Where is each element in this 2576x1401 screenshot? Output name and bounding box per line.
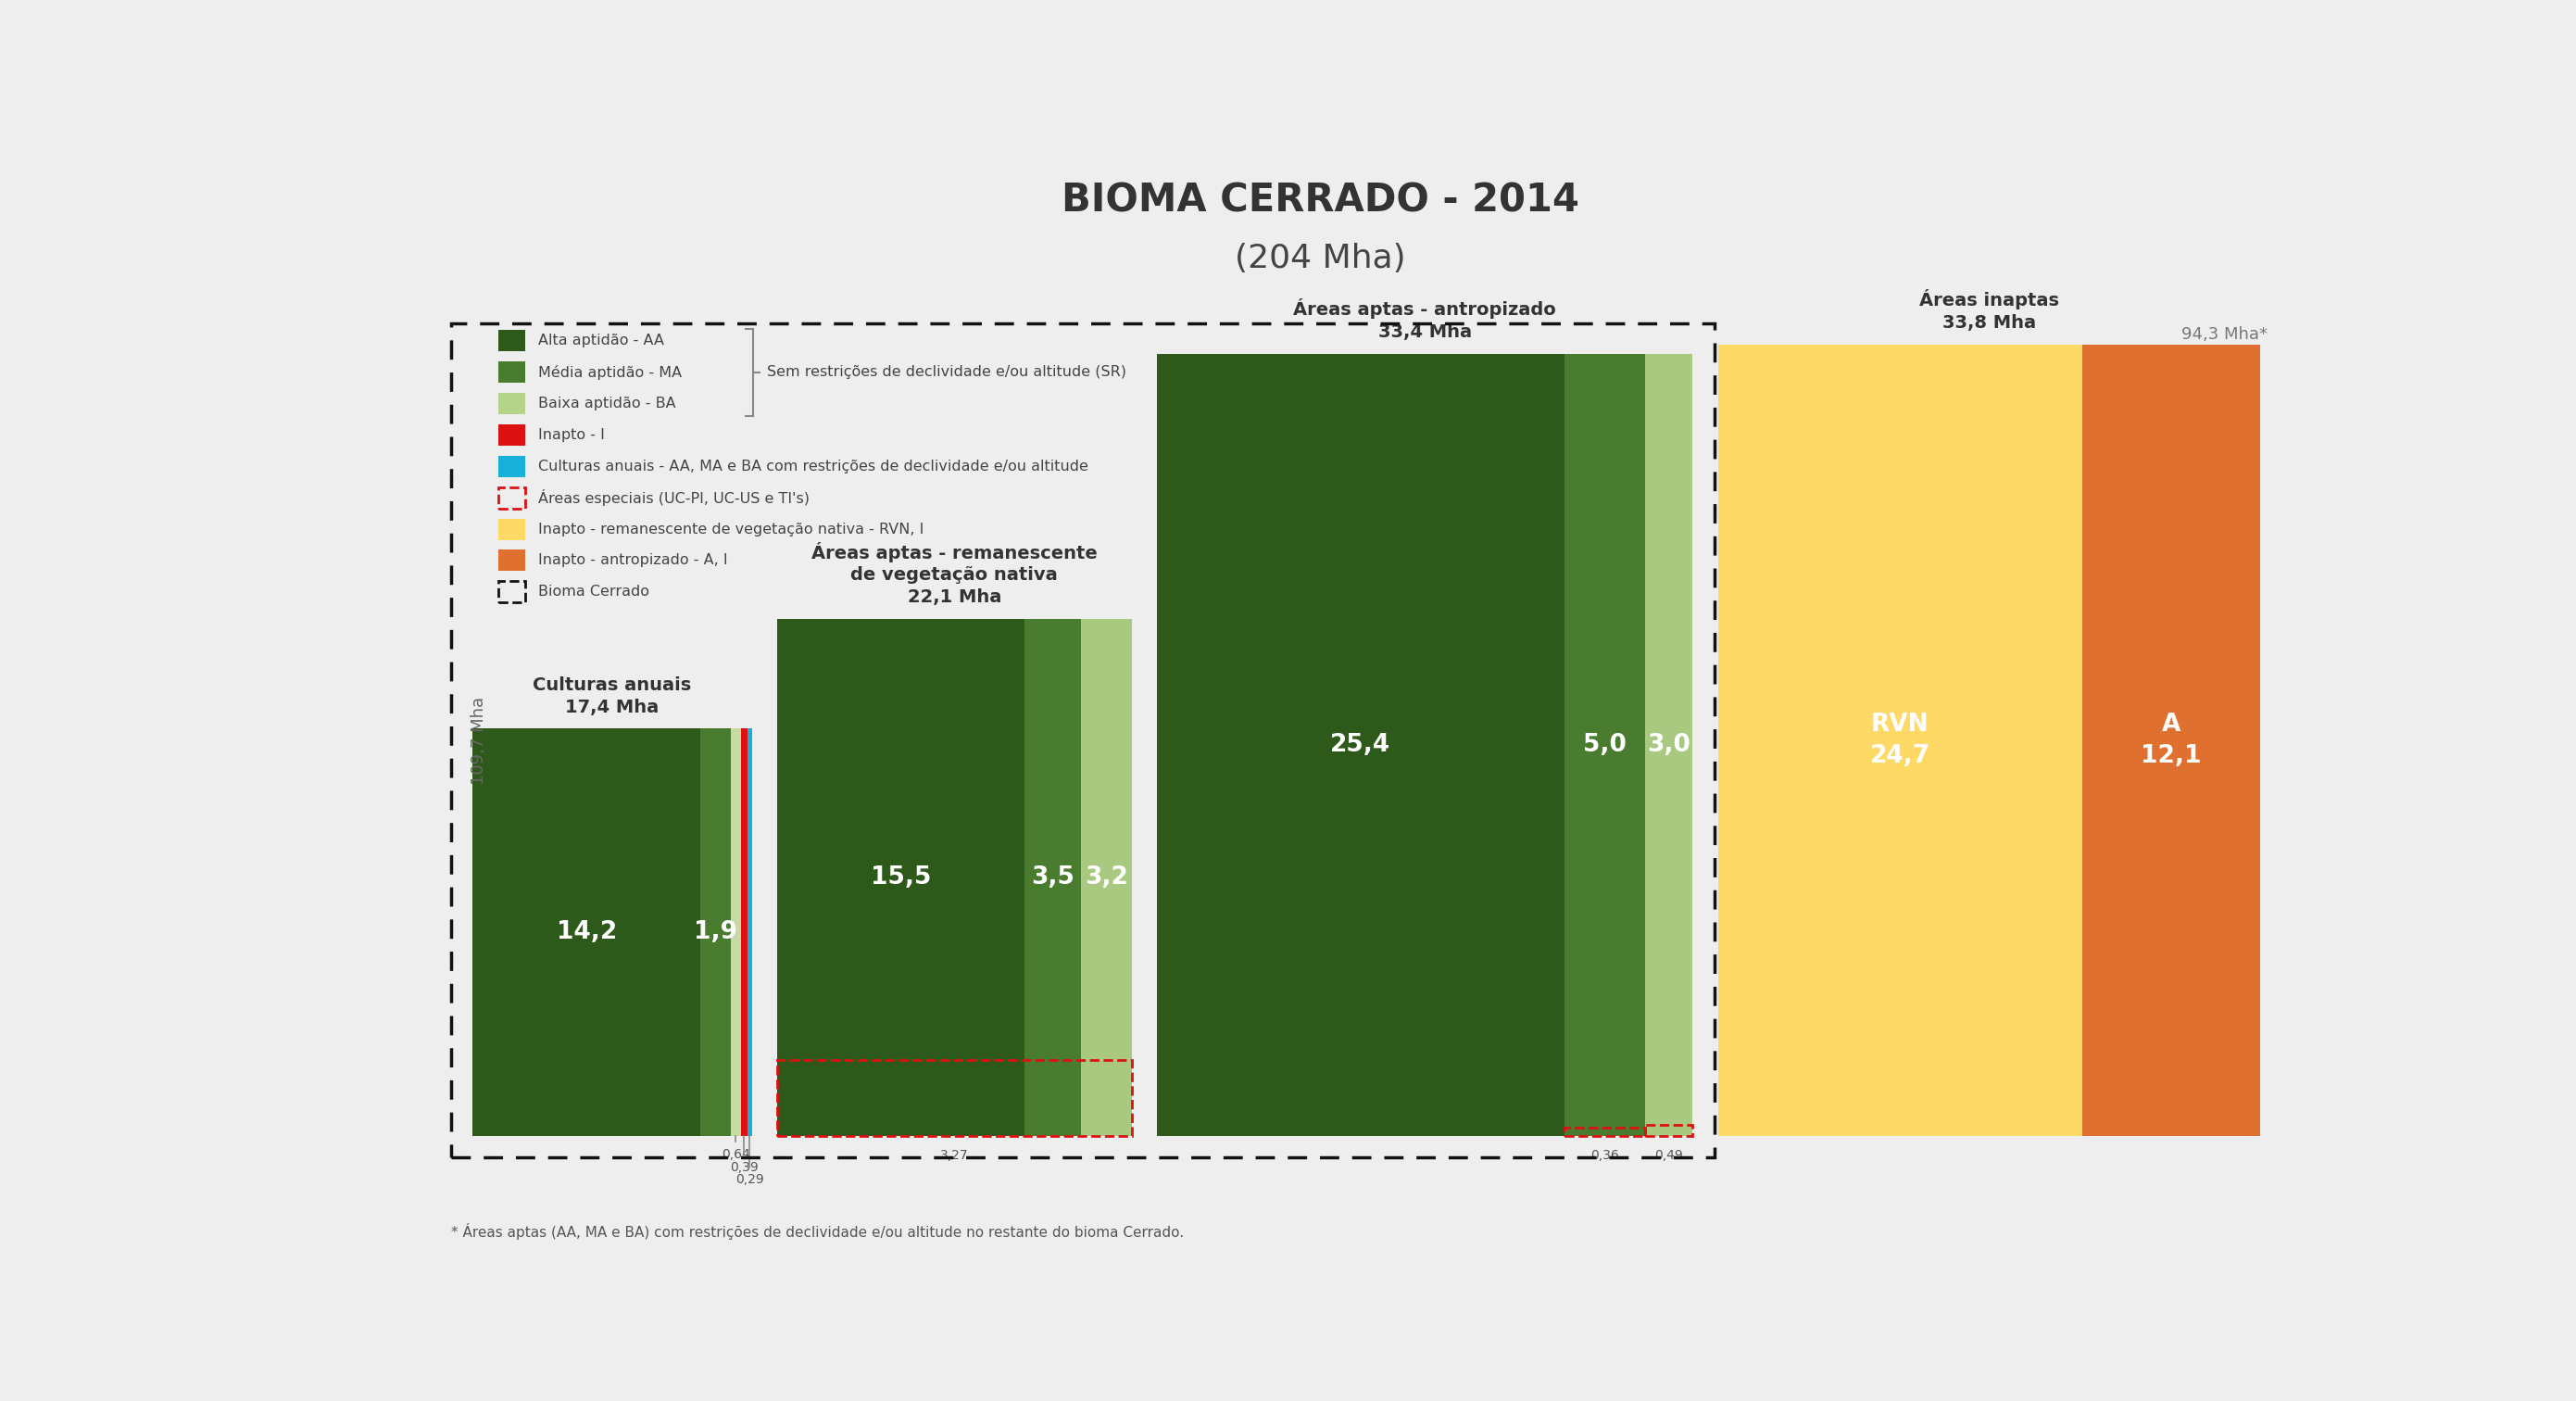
- Bar: [732, 729, 742, 1136]
- Text: Média aptidão - MA: Média aptidão - MA: [538, 364, 683, 380]
- Text: 3,2: 3,2: [1084, 866, 1128, 890]
- Bar: [497, 518, 526, 539]
- Text: Alta aptidão - AA: Alta aptidão - AA: [538, 333, 665, 347]
- Bar: [701, 729, 732, 1136]
- Bar: [497, 425, 526, 446]
- Bar: [747, 729, 752, 1136]
- Text: Bioma Cerrado: Bioma Cerrado: [538, 586, 649, 598]
- Text: (204 Mha): (204 Mha): [1234, 242, 1406, 275]
- Text: BIOMA CERRADO - 2014: BIOMA CERRADO - 2014: [1061, 181, 1579, 220]
- Text: Áreas aptas - antropizado
33,4 Mha: Áreas aptas - antropizado 33,4 Mha: [1293, 298, 1556, 340]
- Bar: [1718, 345, 2081, 1136]
- Text: 109,7 Mha: 109,7 Mha: [471, 696, 487, 785]
- Text: 0,64: 0,64: [721, 1147, 750, 1160]
- Text: Áreas aptas - remanescente
de vegetação nativa
22,1 Mha: Áreas aptas - remanescente de vegetação …: [811, 542, 1097, 605]
- Text: 0,39: 0,39: [729, 1160, 757, 1174]
- Bar: [1643, 354, 1692, 1136]
- Bar: [497, 581, 526, 602]
- Text: Inapto - antropizado - A, I: Inapto - antropizado - A, I: [538, 553, 726, 567]
- Text: Inapto - I: Inapto - I: [538, 429, 605, 441]
- Bar: [497, 361, 526, 382]
- Text: 0,29: 0,29: [734, 1174, 765, 1187]
- Text: Inapto - remanescente de vegetação nativa - RVN, I: Inapto - remanescente de vegetação nativ…: [538, 523, 925, 537]
- Text: 5,0: 5,0: [1582, 733, 1625, 757]
- Text: 3,0: 3,0: [1646, 733, 1690, 757]
- Bar: [1079, 619, 1131, 1136]
- Bar: [778, 1059, 1131, 1136]
- Text: 1,9: 1,9: [693, 920, 737, 944]
- Text: Culturas anuais - AA, MA e BA com restrições de declividade e/ou altitude: Culturas anuais - AA, MA e BA com restri…: [538, 460, 1087, 474]
- Text: 15,5: 15,5: [871, 866, 930, 890]
- Bar: [497, 331, 526, 352]
- Bar: [1025, 619, 1079, 1136]
- Text: Sem restrições de declividade e/ou altitude (SR): Sem restrições de declividade e/ou altit…: [768, 366, 1126, 380]
- Text: Culturas anuais
17,4 Mha: Culturas anuais 17,4 Mha: [533, 677, 693, 716]
- Bar: [497, 549, 526, 572]
- Text: * Áreas aptas (AA, MA e BA) com restrições de declividade e/ou altitude no resta: * Áreas aptas (AA, MA e BA) com restriçõ…: [451, 1223, 1185, 1240]
- Text: 0,49: 0,49: [1654, 1149, 1682, 1161]
- Text: 94,3 Mha*: 94,3 Mha*: [2182, 326, 2267, 343]
- Bar: [474, 729, 701, 1136]
- Bar: [742, 729, 747, 1136]
- Text: Baixa aptidão - BA: Baixa aptidão - BA: [538, 396, 675, 410]
- Bar: [451, 324, 1713, 1157]
- Bar: [497, 455, 526, 478]
- Text: 0,36: 0,36: [1589, 1149, 1618, 1161]
- Bar: [1643, 1125, 1692, 1136]
- Text: RVN
24,7: RVN 24,7: [1870, 713, 1929, 768]
- Text: 25,4: 25,4: [1329, 733, 1391, 757]
- Bar: [1564, 354, 1643, 1136]
- Text: Áreas especiais (UC-PI, UC-US e TI's): Áreas especiais (UC-PI, UC-US e TI's): [538, 489, 809, 506]
- Bar: [497, 488, 526, 509]
- Bar: [497, 392, 526, 415]
- Bar: [1564, 1128, 1643, 1136]
- Bar: [1157, 354, 1564, 1136]
- Bar: [2081, 345, 2259, 1136]
- Bar: [778, 619, 1025, 1136]
- Text: 3,5: 3,5: [1030, 866, 1074, 890]
- Text: A
12,1: A 12,1: [2141, 713, 2202, 768]
- Text: Áreas inaptas
33,8 Mha: Áreas inaptas 33,8 Mha: [1919, 290, 2058, 332]
- Text: 3,27: 3,27: [940, 1149, 969, 1161]
- Text: 14,2: 14,2: [556, 920, 616, 944]
